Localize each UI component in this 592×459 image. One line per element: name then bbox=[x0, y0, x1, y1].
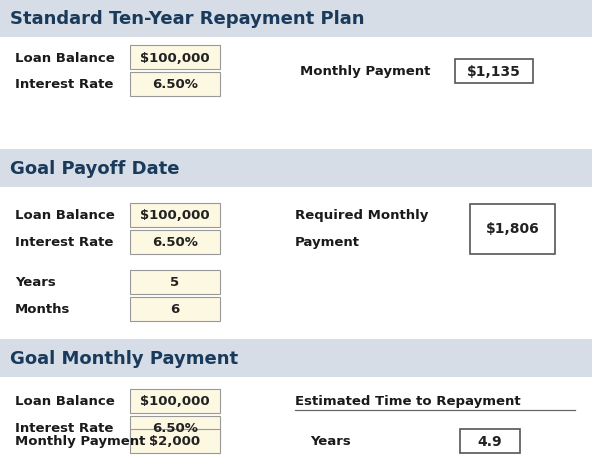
Text: Loan Balance: Loan Balance bbox=[15, 209, 115, 222]
Bar bbox=[130, 297, 220, 321]
Text: Years: Years bbox=[15, 276, 56, 289]
Text: $2,000: $2,000 bbox=[149, 435, 201, 448]
Text: Loan Balance: Loan Balance bbox=[15, 51, 115, 64]
Text: Monthly Payment: Monthly Payment bbox=[300, 65, 430, 78]
Text: 4.9: 4.9 bbox=[478, 434, 503, 448]
Bar bbox=[130, 73, 220, 97]
Bar bbox=[460, 429, 520, 453]
Text: $1,135: $1,135 bbox=[467, 64, 521, 78]
Bar bbox=[0, 38, 592, 150]
Bar bbox=[130, 416, 220, 440]
Text: $100,000: $100,000 bbox=[140, 395, 210, 408]
Bar bbox=[455, 59, 533, 84]
Bar bbox=[130, 230, 220, 254]
Text: Interest Rate: Interest Rate bbox=[15, 236, 114, 249]
Text: 6.50%: 6.50% bbox=[152, 236, 198, 249]
Text: Interest Rate: Interest Rate bbox=[15, 421, 114, 435]
Text: $100,000: $100,000 bbox=[140, 209, 210, 222]
Bar bbox=[0, 150, 592, 188]
Text: Years: Years bbox=[310, 435, 350, 448]
Bar bbox=[470, 204, 555, 254]
Bar bbox=[130, 429, 220, 453]
Text: 6: 6 bbox=[170, 303, 179, 316]
Text: $100,000: $100,000 bbox=[140, 51, 210, 64]
Text: Standard Ten-Year Repayment Plan: Standard Ten-Year Repayment Plan bbox=[10, 10, 365, 28]
Text: 5: 5 bbox=[170, 276, 179, 289]
Text: Interest Rate: Interest Rate bbox=[15, 78, 114, 91]
Text: 6.50%: 6.50% bbox=[152, 78, 198, 91]
Text: Loan Balance: Loan Balance bbox=[15, 395, 115, 408]
Text: Monthly Payment: Monthly Payment bbox=[15, 435, 146, 448]
Bar bbox=[0, 0, 592, 38]
Bar bbox=[0, 339, 592, 377]
Bar bbox=[0, 377, 592, 459]
Text: Months: Months bbox=[15, 303, 70, 316]
Text: Goal Monthly Payment: Goal Monthly Payment bbox=[10, 349, 238, 367]
Text: 6.50%: 6.50% bbox=[152, 421, 198, 435]
Bar bbox=[130, 203, 220, 228]
Text: Estimated Time to Repayment: Estimated Time to Repayment bbox=[295, 395, 520, 408]
Text: $1,806: $1,806 bbox=[485, 222, 539, 236]
Text: Goal Payoff Date: Goal Payoff Date bbox=[10, 160, 179, 178]
Bar bbox=[130, 46, 220, 70]
Bar bbox=[130, 270, 220, 294]
Text: Required Monthly: Required Monthly bbox=[295, 209, 429, 222]
Text: Payment: Payment bbox=[295, 236, 360, 249]
Bar bbox=[130, 389, 220, 413]
Bar bbox=[0, 188, 592, 339]
